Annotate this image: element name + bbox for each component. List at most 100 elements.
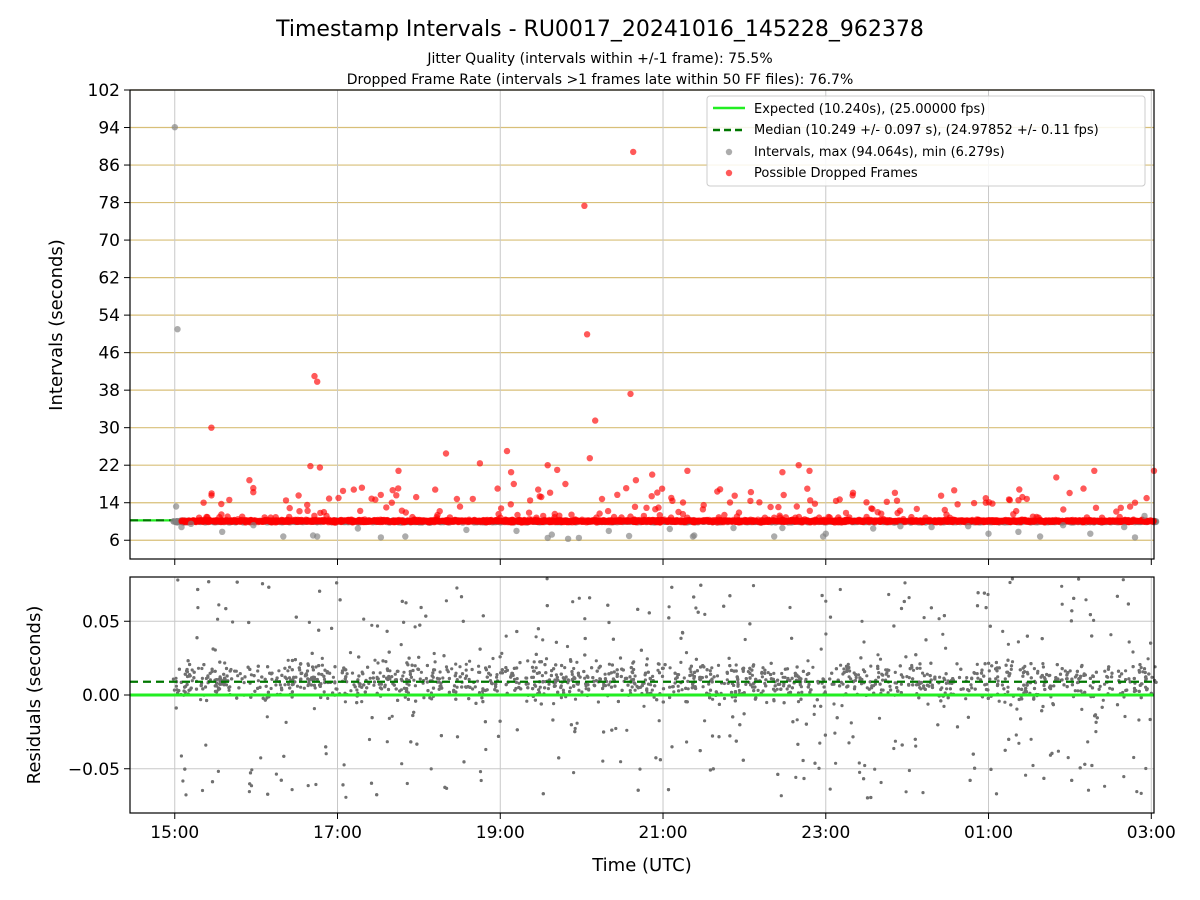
residual-point bbox=[1139, 791, 1143, 796]
dropped-frame-point bbox=[714, 488, 721, 495]
dropped-frame-point bbox=[592, 417, 599, 424]
interval-point bbox=[625, 532, 633, 540]
dropped-frame-point bbox=[1116, 513, 1123, 521]
intervals-y-tick-label: 78 bbox=[98, 194, 120, 214]
dropped-frame-point bbox=[1128, 518, 1135, 525]
interval-point bbox=[174, 326, 181, 333]
interval-point bbox=[1141, 512, 1148, 520]
dropped-frame-point bbox=[654, 489, 661, 496]
dropped-frame-point bbox=[526, 497, 534, 504]
dropped-frame-point bbox=[469, 518, 476, 525]
interval-point bbox=[1087, 530, 1094, 537]
dropped-frame-point bbox=[648, 493, 655, 500]
dropped-frame-point bbox=[604, 507, 612, 515]
dropped-frame-point bbox=[200, 499, 207, 506]
dropped-frame-point bbox=[346, 518, 353, 525]
dropped-frame-point bbox=[863, 513, 870, 521]
interval-point bbox=[575, 534, 583, 542]
dropped-frame-point bbox=[698, 517, 706, 525]
interval-point bbox=[402, 533, 409, 540]
dropped-frame-point bbox=[849, 489, 857, 496]
legend-expected-label: Expected (10.240s), (25.00000 fps) bbox=[754, 102, 985, 117]
dropped-frame-point bbox=[568, 511, 575, 518]
dropped-frame-point bbox=[521, 517, 529, 524]
dropped-frame-point bbox=[982, 499, 989, 506]
dropped-frame-point bbox=[1110, 517, 1118, 525]
dropped-frame-point bbox=[304, 501, 311, 509]
dropped-frame-point bbox=[398, 507, 406, 514]
dropped-frame-point bbox=[806, 507, 813, 514]
intervals-y-tick-label: 102 bbox=[88, 81, 120, 101]
dropped-frame-point bbox=[649, 471, 656, 478]
interval-point bbox=[548, 531, 555, 538]
dropped-frame-point bbox=[442, 450, 450, 457]
dropped-frame-point bbox=[1070, 517, 1078, 525]
dropped-frame-point bbox=[494, 485, 501, 492]
dropped-frame-point bbox=[806, 467, 813, 474]
dropped-frame-point bbox=[891, 517, 898, 525]
dropped-frame-point bbox=[891, 489, 899, 496]
intervals-y-tick-label: 86 bbox=[98, 156, 120, 176]
interval-point bbox=[666, 525, 673, 533]
dropped-frame-point bbox=[877, 518, 884, 525]
interval-point bbox=[250, 522, 257, 529]
dropped-frame-point bbox=[623, 485, 630, 492]
dropped-frame-point bbox=[721, 511, 728, 519]
dropped-frame-point bbox=[316, 464, 324, 471]
dropped-frame-point bbox=[937, 517, 945, 525]
residual-point bbox=[419, 670, 423, 674]
dropped-frame-point bbox=[767, 503, 774, 511]
dropped-frame-point bbox=[304, 507, 311, 514]
interval-point bbox=[564, 535, 572, 542]
dropped-frame-point bbox=[598, 495, 606, 503]
interval-point bbox=[1131, 534, 1139, 541]
legend-intervals-swatch bbox=[725, 148, 733, 156]
dropped-frame-point bbox=[307, 462, 314, 470]
dropped-frame-point bbox=[382, 517, 390, 524]
interval-point bbox=[822, 530, 829, 537]
interval-point bbox=[354, 525, 362, 532]
dropped-frame-point bbox=[656, 512, 663, 519]
dropped-frame-point bbox=[507, 469, 515, 476]
dropped-frame-point bbox=[630, 148, 637, 156]
dropped-frame-point bbox=[605, 517, 612, 525]
dropped-frame-point bbox=[535, 486, 542, 493]
dropped-frame-point bbox=[1065, 517, 1072, 524]
dropped-frame-point bbox=[320, 508, 328, 516]
dropped-frame-point bbox=[869, 505, 876, 513]
dropped-frame-point bbox=[507, 501, 514, 508]
interval-point bbox=[219, 528, 226, 535]
dropped-frame-point bbox=[563, 518, 570, 526]
dropped-frame-point bbox=[538, 493, 545, 501]
residual-point bbox=[387, 716, 391, 721]
dropped-frame-point bbox=[803, 517, 810, 524]
interval-point bbox=[897, 523, 904, 530]
dropped-frame-point bbox=[1053, 517, 1060, 524]
dropped-frame-point bbox=[358, 484, 366, 491]
dropped-frame-point bbox=[815, 514, 823, 521]
interval-point bbox=[280, 533, 287, 540]
dropped-frame-point bbox=[1013, 518, 1020, 526]
interval-point bbox=[985, 530, 992, 537]
dropped-frame-point bbox=[562, 480, 569, 488]
interval-point bbox=[171, 124, 178, 131]
residual-point bbox=[249, 673, 253, 677]
chart-subtitle-dropped: Dropped Frame Rate (intervals >1 frames … bbox=[347, 72, 854, 88]
dropped-frame-point bbox=[811, 500, 819, 507]
dropped-frame-point bbox=[989, 500, 996, 507]
dropped-frame-point bbox=[311, 372, 318, 380]
dropped-frame-point bbox=[780, 491, 787, 499]
dropped-frame-point bbox=[747, 497, 754, 505]
dropped-frame-point bbox=[446, 514, 454, 521]
dropped-frame-point bbox=[761, 514, 769, 521]
intervals-y-tick-label: 30 bbox=[98, 419, 120, 439]
dropped-frame-point bbox=[272, 514, 279, 521]
dropped-frame-point bbox=[853, 517, 861, 524]
dropped-frame-point bbox=[679, 499, 687, 506]
dropped-frame-point bbox=[1053, 474, 1060, 481]
dropped-frame-point bbox=[1019, 493, 1026, 501]
dropped-frame-point bbox=[469, 495, 476, 503]
dropped-frame-point bbox=[286, 504, 293, 512]
interval-point bbox=[1015, 528, 1022, 535]
dropped-frame-point bbox=[979, 517, 986, 524]
